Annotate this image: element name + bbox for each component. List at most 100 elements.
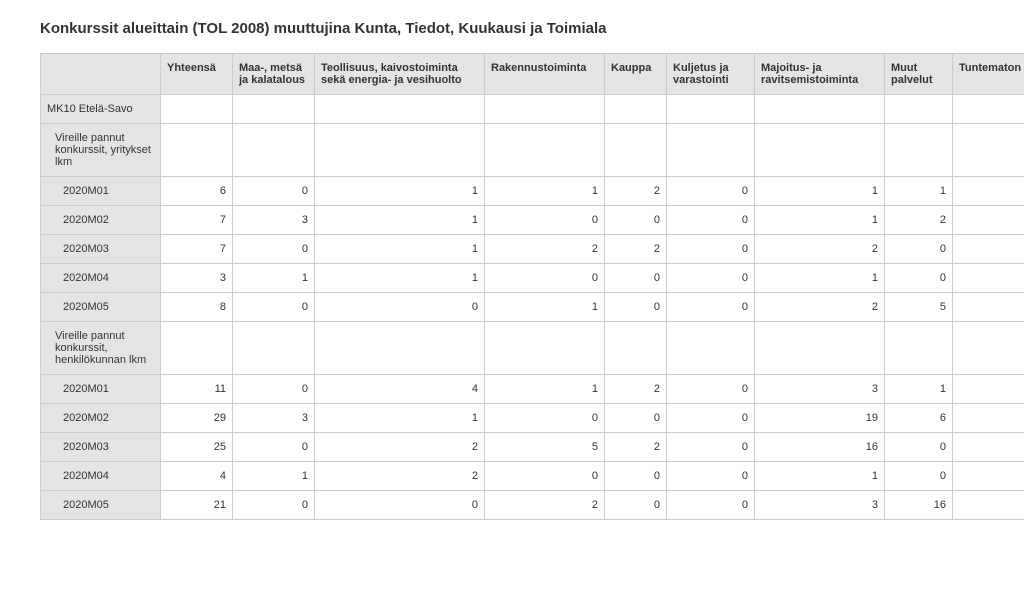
data-cell: 0 [605,264,667,293]
data-cell: 4 [315,375,485,404]
empty-cell [315,322,485,375]
table-row: 2020M02731000120 [41,206,1024,235]
data-cell: 0 [315,491,485,520]
data-cell: 2 [755,235,885,264]
empty-cell [885,124,953,177]
data-cell: 1 [755,264,885,293]
table-row: 2020M01601120110 [41,177,1024,206]
data-cell: 0 [233,293,315,322]
data-cell: 0 [605,491,667,520]
data-cell: 0 [953,293,1024,322]
data-cell: 0 [667,404,755,433]
data-cell: 0 [953,375,1024,404]
data-cell: 3 [233,404,315,433]
data-cell: 0 [667,235,755,264]
empty-cell [885,95,953,124]
data-cell: 0 [667,206,755,235]
data-cell: 0 [233,235,315,264]
table-row: 2020M0325025201600 [41,433,1024,462]
data-cell: 0 [667,177,755,206]
data-cell: 2 [605,375,667,404]
data-cell: 3 [233,206,315,235]
data-cell: 0 [233,177,315,206]
data-cell: 0 [605,206,667,235]
data-table: YhteensäMaa-, metsä ja kalatalousTeollis… [40,53,1024,520]
data-cell: 0 [605,293,667,322]
data-cell: 25 [161,433,233,462]
data-cell: 7 [161,206,233,235]
data-cell: 0 [953,462,1024,491]
data-cell: 0 [667,293,755,322]
data-cell: 0 [667,491,755,520]
data-cell: 29 [161,404,233,433]
empty-cell [755,95,885,124]
row-label: 2020M04 [41,462,161,491]
row-label: 2020M01 [41,375,161,404]
data-cell: 1 [233,264,315,293]
empty-cell [755,124,885,177]
data-cell: 2 [485,235,605,264]
data-cell: 1 [485,293,605,322]
column-header: Majoitus- ja ravitsemistoiminta [755,54,885,95]
empty-cell [667,322,755,375]
data-cell: 0 [233,375,315,404]
empty-cell [233,322,315,375]
data-cell: 2 [605,235,667,264]
data-cell: 21 [161,491,233,520]
table-header-row: YhteensäMaa-, metsä ja kalatalousTeollis… [41,54,1024,95]
empty-cell [485,322,605,375]
empty-cell [953,95,1024,124]
table-body: MK10 Etelä-SavoVireille pannut konkurssi… [41,95,1024,520]
row-label: Vireille pannut konkurssit, henkilökunna… [41,322,161,375]
data-cell: 0 [605,462,667,491]
empty-cell [485,95,605,124]
data-cell: 6 [161,177,233,206]
data-cell: 2 [485,491,605,520]
column-header: Tuntematon [953,54,1024,95]
data-cell: 1 [315,264,485,293]
empty-cell [605,95,667,124]
empty-cell [161,124,233,177]
data-cell: 0 [953,177,1024,206]
data-cell: 0 [953,491,1024,520]
data-cell: 3 [755,491,885,520]
data-cell: 0 [605,404,667,433]
data-cell: 2 [605,177,667,206]
row-label: Vireille pannut konkurssit, yritykset lk… [41,124,161,177]
empty-cell [485,124,605,177]
data-cell: 1 [485,375,605,404]
data-cell: 0 [485,404,605,433]
data-cell: 3 [161,264,233,293]
data-cell: 7 [161,235,233,264]
corner-cell [41,54,161,95]
data-cell: 0 [485,462,605,491]
column-header: Kuljetus ja varastointi [667,54,755,95]
data-cell: 1 [885,177,953,206]
table-row: 2020M04311000100 [41,264,1024,293]
data-cell: 0 [953,264,1024,293]
row-label: 2020M04 [41,264,161,293]
data-cell: 1 [315,404,485,433]
table-row: 2020M0229310001960 [41,404,1024,433]
empty-cell [667,124,755,177]
data-cell: 0 [233,491,315,520]
data-cell: 1 [315,235,485,264]
data-cell: 1 [315,177,485,206]
table-row: 2020M05800100250 [41,293,1024,322]
table-row: 2020M03701220200 [41,235,1024,264]
data-cell: 0 [667,433,755,462]
column-header: Kauppa [605,54,667,95]
data-cell: 6 [885,404,953,433]
data-cell: 0 [885,433,953,462]
column-header: Teollisuus, kaivostoiminta sekä energia-… [315,54,485,95]
data-cell: 0 [233,433,315,462]
data-cell: 4 [161,462,233,491]
data-cell: 0 [667,264,755,293]
column-header: Yhteensä [161,54,233,95]
table-row: Vireille pannut konkurssit, yritykset lk… [41,124,1024,177]
empty-cell [315,95,485,124]
row-label: 2020M05 [41,293,161,322]
data-cell: 0 [667,462,755,491]
data-cell: 5 [485,433,605,462]
data-cell: 16 [885,491,953,520]
